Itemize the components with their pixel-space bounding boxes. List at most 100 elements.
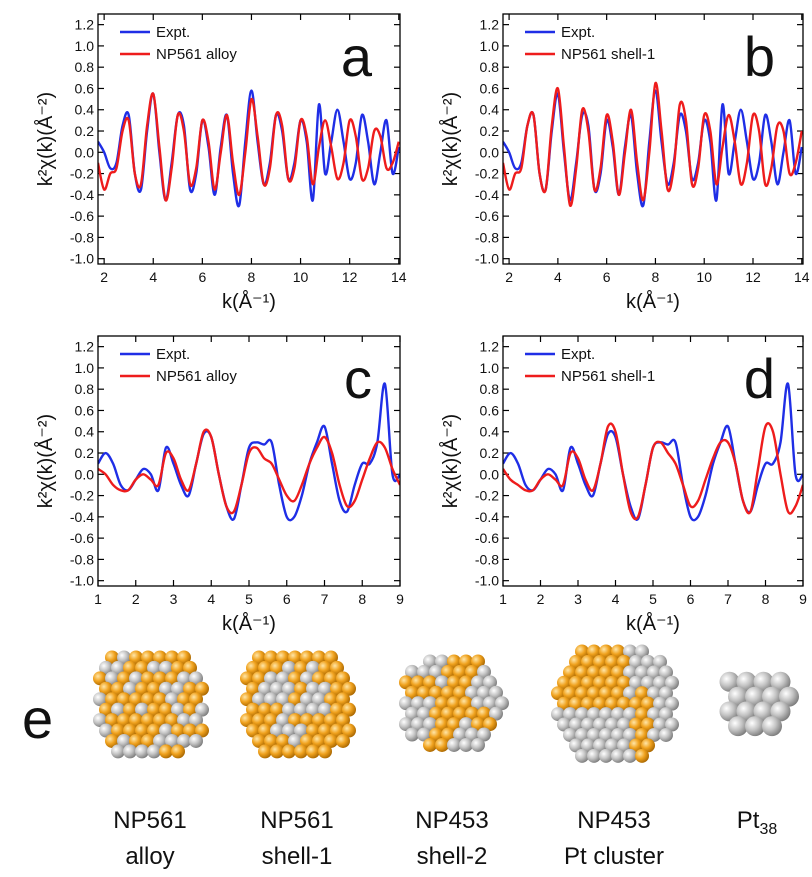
atom xyxy=(635,665,649,680)
atom xyxy=(147,723,161,738)
atom xyxy=(195,681,209,696)
y-tick-label: 0.2 xyxy=(75,123,95,139)
atom xyxy=(111,744,125,759)
atom xyxy=(312,692,326,707)
atom xyxy=(617,717,631,732)
atom xyxy=(171,681,185,696)
atom xyxy=(447,717,461,732)
atom xyxy=(129,733,143,748)
atom xyxy=(753,671,774,692)
x-tick-label: 4 xyxy=(207,591,215,607)
atom xyxy=(324,692,338,707)
atom xyxy=(635,644,649,659)
atom xyxy=(282,660,296,675)
atom xyxy=(129,713,143,728)
atom xyxy=(99,723,113,738)
atom xyxy=(429,727,443,742)
model-name-text: Pt xyxy=(737,807,760,834)
atom xyxy=(330,723,344,738)
atom xyxy=(665,717,679,732)
atom xyxy=(171,660,185,675)
atom xyxy=(599,644,613,659)
atom xyxy=(736,671,757,692)
atom xyxy=(411,696,425,711)
atom xyxy=(270,681,284,696)
atom xyxy=(117,692,131,707)
atom xyxy=(342,723,356,738)
y-tick-label: 0.2 xyxy=(480,123,500,139)
atom xyxy=(641,696,655,711)
atom xyxy=(459,737,473,752)
y-tick-label: 1.2 xyxy=(480,339,500,355)
y-tick-label: -0.8 xyxy=(475,229,499,245)
atom xyxy=(435,717,449,732)
atom xyxy=(423,717,437,732)
atom xyxy=(399,675,413,690)
x-tick-label: 9 xyxy=(396,591,404,607)
y-tick-label: -0.8 xyxy=(70,551,94,567)
atom xyxy=(599,665,613,680)
atom xyxy=(300,713,314,728)
atom xyxy=(629,717,643,732)
atom xyxy=(336,733,350,748)
atom xyxy=(183,702,197,717)
y-tick-label: 1.0 xyxy=(75,38,95,54)
atom xyxy=(623,686,637,701)
atom xyxy=(495,696,509,711)
atom xyxy=(417,706,431,721)
atom xyxy=(240,692,254,707)
atom xyxy=(195,723,209,738)
atom xyxy=(288,713,302,728)
atom xyxy=(330,702,344,717)
y-tick-label: 0.8 xyxy=(75,381,95,397)
atom xyxy=(177,713,191,728)
y-tick-label: 0.6 xyxy=(75,80,95,96)
x-tick-label: 4 xyxy=(612,591,620,607)
y-tick-label: 0.4 xyxy=(480,424,500,440)
atom xyxy=(617,696,631,711)
atom xyxy=(489,685,503,700)
atom xyxy=(165,692,179,707)
atom xyxy=(429,685,443,700)
atom xyxy=(575,665,589,680)
atom xyxy=(653,654,667,669)
atom xyxy=(728,716,748,737)
x-tick-label: 5 xyxy=(245,591,253,607)
x-tick-label: 6 xyxy=(198,269,206,285)
atom xyxy=(117,733,131,748)
atom xyxy=(183,723,197,738)
chart: -1.0 -0.8 -0.6 -0.4 -0.2 0.0 0.2 0.4 0.6 0.8 1.0 1.… xyxy=(34,335,404,635)
atom xyxy=(471,737,485,752)
x-tick-label: 8 xyxy=(248,269,256,285)
x-axis-label: k(Å⁻¹) xyxy=(626,290,680,313)
atom xyxy=(123,660,137,675)
atom xyxy=(483,675,497,690)
atom xyxy=(129,671,143,686)
atom xyxy=(569,717,583,732)
atom xyxy=(189,713,203,728)
y-tick-label: 0.0 xyxy=(480,144,500,160)
y-tick-label: -0.4 xyxy=(475,509,499,525)
atom xyxy=(459,717,473,732)
atom xyxy=(159,702,173,717)
atom xyxy=(171,744,185,759)
atom xyxy=(258,702,272,717)
legend-label: Expt. xyxy=(561,24,595,41)
atom xyxy=(312,733,326,748)
x-axis-label: k(Å⁻¹) xyxy=(222,290,276,313)
atom xyxy=(336,671,350,686)
atom xyxy=(471,717,485,732)
atom xyxy=(593,717,607,732)
model-name: Pt38 xyxy=(737,807,778,838)
atom xyxy=(575,686,589,701)
atom xyxy=(459,696,473,711)
y-tick-label: 1.0 xyxy=(480,360,500,376)
atom xyxy=(336,692,350,707)
atom xyxy=(111,723,125,738)
atom xyxy=(569,675,583,690)
x-tick-label: 12 xyxy=(745,269,761,285)
atom xyxy=(195,702,209,717)
atom xyxy=(258,660,272,675)
y-tick-label: 0.6 xyxy=(480,402,500,418)
atom xyxy=(294,723,308,738)
